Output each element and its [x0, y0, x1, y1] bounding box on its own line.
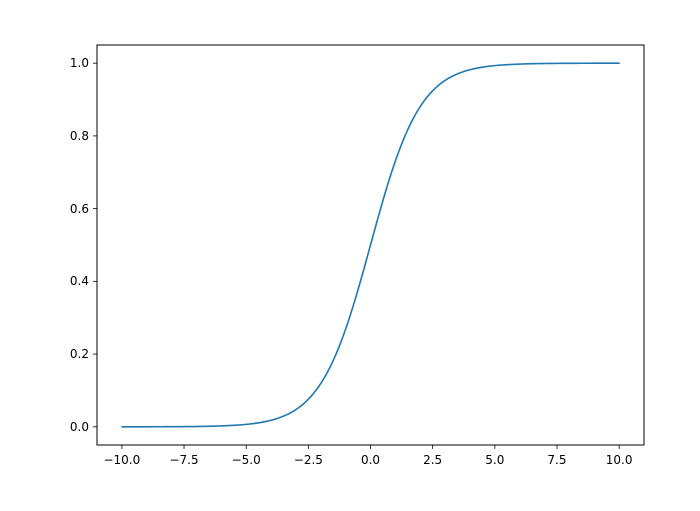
x-tick-label: 5.0 [485, 453, 504, 467]
x-tick-label: 7.5 [547, 453, 566, 467]
plot-svg [97, 45, 644, 445]
x-tick-label: −2.5 [294, 453, 323, 467]
x-tick-label: 10.0 [606, 453, 633, 467]
x-tick-label: −10.0 [103, 453, 140, 467]
y-tick-label: 0.2 [70, 347, 89, 361]
plot-area [97, 45, 644, 445]
x-tick-label: −7.5 [169, 453, 198, 467]
sigmoid-line [122, 63, 619, 427]
x-tick-label: 0.0 [361, 453, 380, 467]
x-tick-label: 2.5 [423, 453, 442, 467]
y-tick-label: 0.0 [70, 420, 89, 434]
y-tick-label: 0.6 [70, 202, 89, 216]
y-tick-label: 1.0 [70, 56, 89, 70]
y-tick-label: 0.4 [70, 274, 89, 288]
x-tick-label: −5.0 [232, 453, 261, 467]
y-tick-label: 0.8 [70, 129, 89, 143]
figure: −10.0 −7.5 −5.0 −2.5 0.0 2.5 5.0 7.5 10.0 0.0 0.2 0… [0, 0, 700, 511]
